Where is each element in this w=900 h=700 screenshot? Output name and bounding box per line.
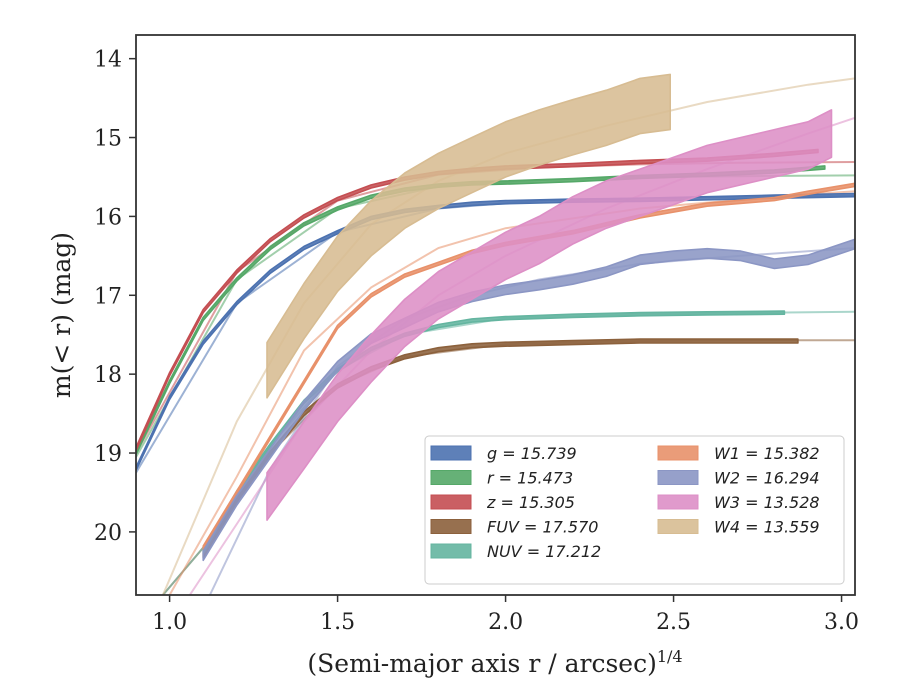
legend-label-r: r = 15.473 — [487, 469, 573, 488]
y-axis-label: m(< r) (mag) — [47, 232, 76, 398]
profile-band-g — [136, 192, 855, 472]
legend-swatch-w4 — [657, 519, 699, 534]
legend-swatch-z — [430, 494, 472, 510]
profile-band-w4 — [266, 73, 671, 399]
y-tick-label: 17 — [94, 284, 122, 309]
y-tick-label: 16 — [94, 205, 122, 230]
legend: g = 15.739 r = 15.473 z = 15.305 FUV = 17.5… — [424, 435, 845, 585]
profile-band-w1 — [202, 182, 855, 551]
legend-label-nuv: NUV = 17.212 — [487, 542, 601, 561]
legend-swatch-g — [430, 445, 472, 461]
x-tick-label: 2.0 — [488, 610, 523, 635]
x-tick-label: 2.5 — [656, 610, 691, 635]
profile-band-w3 — [266, 109, 833, 521]
plot-frame — [135, 34, 856, 596]
legend-label-z: z = 15.305 — [486, 493, 575, 512]
legend-label-g: g = 15.739 — [487, 444, 577, 463]
legend-label-w3: W3 = 13.528 — [714, 493, 820, 512]
y-tick-label: 14 — [94, 48, 122, 73]
profile-band-r — [136, 165, 826, 456]
legend-swatch-fuv — [430, 519, 472, 534]
x-tick-label: 1.0 — [152, 610, 187, 635]
y-tick-label: 19 — [94, 442, 122, 467]
x-tick-label: 1.5 — [320, 610, 355, 635]
legend-label-w2: W2 = 16.294 — [714, 469, 820, 488]
legend-label-fuv: FUV = 17.570 — [487, 518, 598, 537]
x-axis-label: (Semi-major axis r / arcsec)1/4 — [307, 647, 682, 678]
y-tick-label: 15 — [94, 127, 122, 152]
legend-box — [424, 435, 845, 585]
legend-swatch-w1 — [657, 445, 699, 461]
series-layer — [136, 73, 855, 595]
legend-label-w1: W1 = 15.382 — [714, 444, 820, 463]
profile-bands — [136, 73, 855, 562]
legend-swatch-w3 — [657, 494, 699, 510]
y-tick-label: 18 — [94, 363, 122, 388]
x-tick-label: 3.0 — [824, 610, 859, 635]
legend-swatch-nuv — [430, 543, 472, 559]
ticks-layer: 1.0 1.5 2.0 2.5 3.0 14 15 16 17 18 19 20 — [94, 48, 859, 635]
legend-label-w4: W4 = 13.559 — [714, 518, 820, 537]
legend-swatch-r — [430, 470, 472, 485]
y-tick-label: 20 — [94, 521, 122, 546]
legend-swatch-w2 — [657, 470, 699, 485]
